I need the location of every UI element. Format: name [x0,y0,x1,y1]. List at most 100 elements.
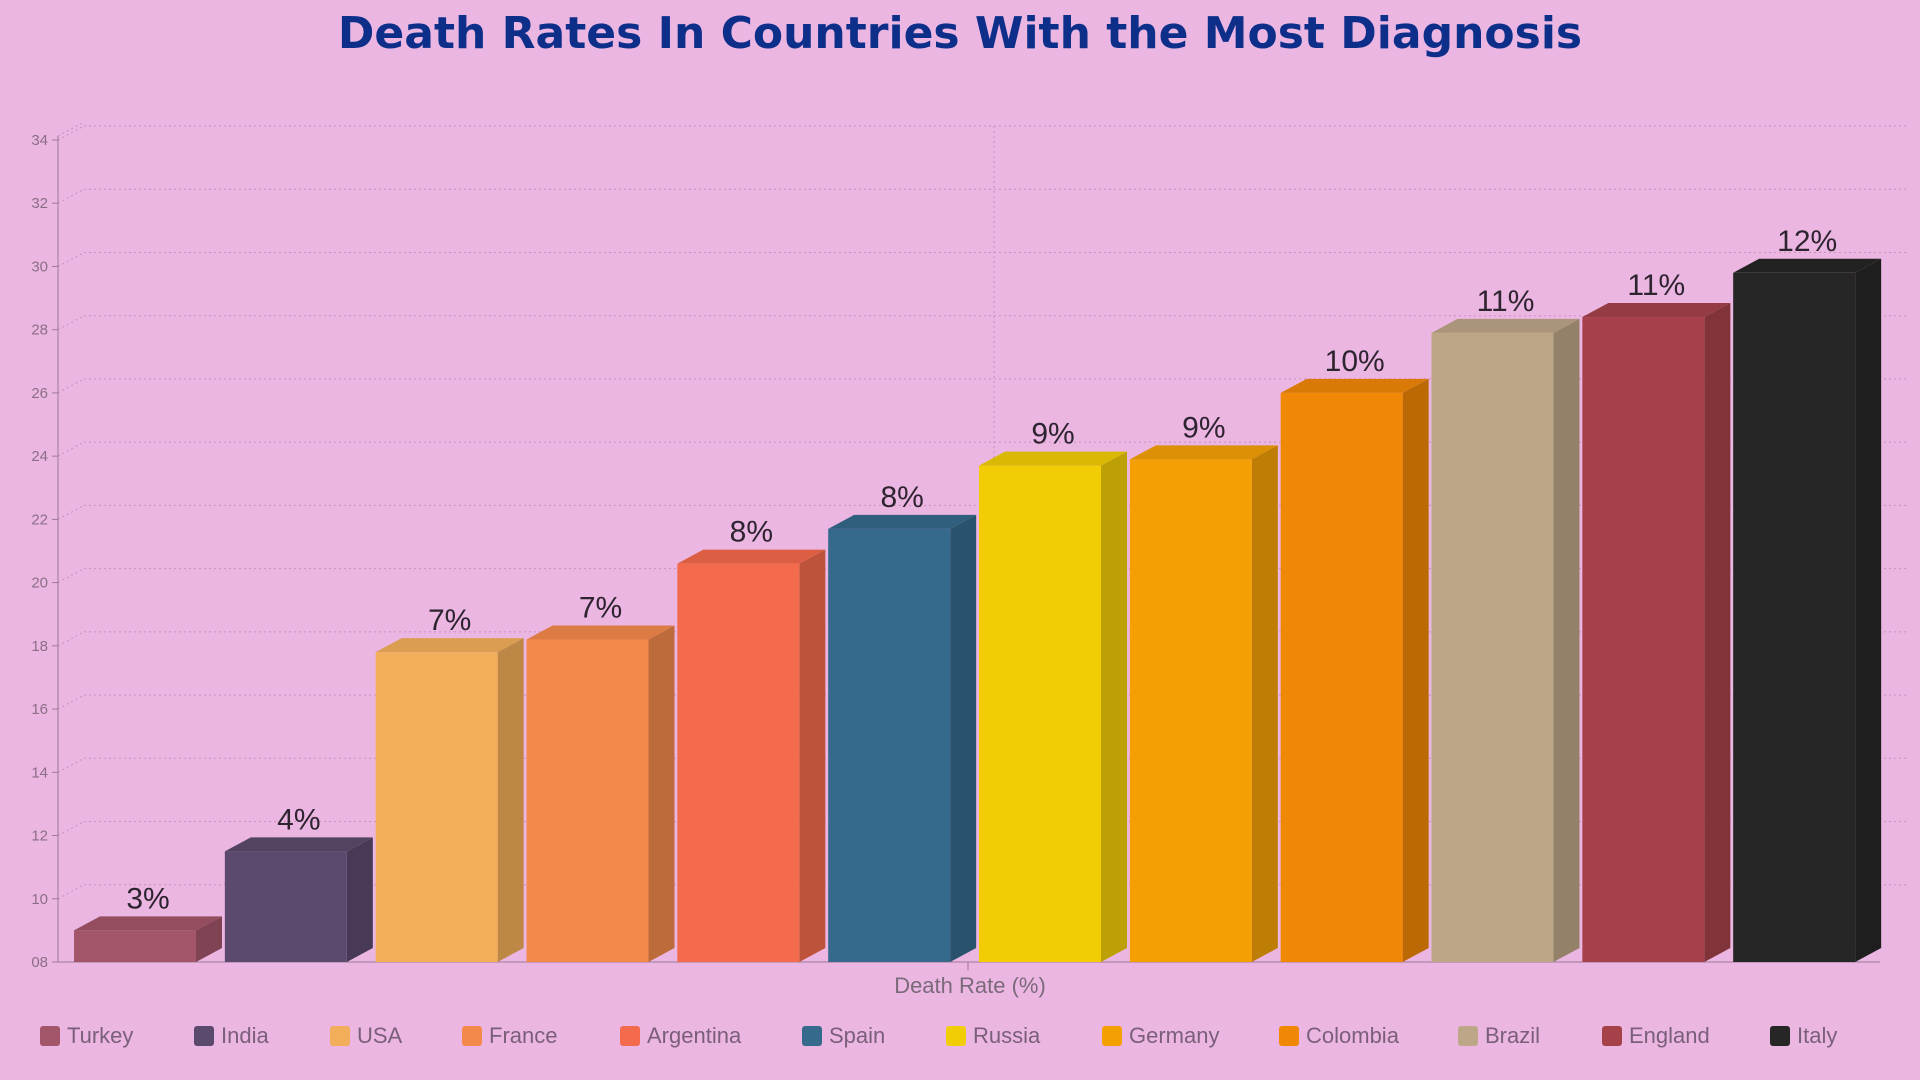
data-label-spain: 8% [880,481,923,514]
data-label-russia: 9% [1031,418,1074,451]
grid-line-depth [57,441,85,457]
legend-swatch [1102,1026,1122,1046]
legend-label: Brazil [1485,1023,1541,1048]
legend-item-germany[interactable]: Germany [1102,1018,1219,1054]
y-tick-label: 12 [31,828,48,845]
grid-line-depth [57,631,85,647]
grid-line-depth [57,821,85,836]
y-tick-label: 16 [31,701,48,718]
grid-line-depth [57,315,85,331]
legend-swatch [194,1026,214,1046]
bar-england-front [1582,317,1705,962]
bar-england [1582,303,1731,962]
legend-item-india[interactable]: India [194,1018,269,1054]
bar-india-front [224,851,347,962]
grid-line-depth [57,694,85,710]
bar-spain-front [828,528,951,962]
legend-swatch [462,1026,482,1046]
bar-france-side [648,625,675,962]
legend-swatch [802,1026,822,1046]
bar-colombia-top [1280,378,1429,393]
grid-line-depth [57,125,85,141]
bar-brazil-side [1553,318,1580,962]
bar-italy [1733,258,1882,962]
y-tick-label: 32 [31,195,48,212]
bar-usa-front [375,652,498,962]
legend-label: France [489,1023,558,1048]
grid-line-depth [57,568,85,584]
legend-item-italy[interactable]: Italy [1770,1018,1837,1054]
y-tick-label: 14 [31,764,48,781]
bar-germany-top [1129,445,1278,460]
legend-item-usa[interactable]: USA [330,1018,402,1054]
legend-label: Russia [973,1023,1041,1048]
legend-label: Italy [1797,1023,1838,1048]
legend-item-england[interactable]: England [1602,1018,1710,1054]
bar-argentina-front [677,563,800,962]
bar-england-side [1704,303,1731,962]
legend-item-spain[interactable]: Spain [802,1018,885,1054]
bar-russia-side [1101,451,1127,962]
legend-item-brazil[interactable]: Brazil [1458,1018,1540,1054]
legend-item-turkey[interactable]: Turkey [40,1018,133,1054]
x-axis-title: Death Rate (%) [894,973,1046,998]
bar-brazil-top [1431,318,1580,333]
legend: Turkey India USA France Argentina Spain Russia… [0,1018,1920,1054]
bar-brazil [1431,318,1580,962]
bar-chart: 08 10 12 14 16 18 20 22 24 26 28 30 32 34 3% 4% 7% 7% 8% 8… [31,121,1906,998]
legend-label: Colombia [1306,1023,1399,1048]
bar-turkey-front [74,930,196,962]
legend-label: Spain [829,1023,886,1048]
legend-item-russia[interactable]: Russia [946,1018,1040,1054]
axis-depth-line [57,121,85,137]
axes: 08 10 12 14 16 18 20 22 24 26 28 30 32 34 [31,121,1880,971]
data-labels: 3% 4% 7% 7% 8% 8% 9% 9% 10% 11% 11% 12% [126,225,1837,916]
grid-line-depth [57,504,85,520]
y-tick-label: 08 [31,954,48,971]
data-label-argentina: 8% [730,516,773,549]
legend-swatch [330,1026,350,1046]
bar-spain [828,514,977,962]
bar-russia-top [979,451,1127,466]
bar-argentina [677,549,826,962]
legend-swatch [1279,1026,1299,1046]
bar-colombia-side [1402,378,1429,962]
grid-line-depth [57,884,85,900]
grid-line-depth [57,188,85,204]
bar-france-top [526,625,675,640]
bar-argentina-top [677,549,826,564]
legend-label: England [1629,1023,1710,1048]
y-tick-label: 18 [31,638,48,655]
legend-item-argentina[interactable]: Argentina [620,1018,741,1054]
bars [74,258,1882,962]
data-label-england: 11% [1627,269,1685,302]
y-tick-label: 30 [31,258,48,275]
legend-item-france[interactable]: France [462,1018,557,1054]
chart-title: Death Rates In Countries With the Most D… [337,8,1583,59]
bar-germany-side [1251,445,1278,962]
bar-germany [1129,445,1278,962]
legend-swatch [1602,1026,1622,1046]
legend-label: Argentina [647,1023,742,1048]
bar-usa-top [375,638,524,653]
legend-swatch [946,1026,966,1046]
data-label-usa: 7% [428,604,471,637]
bar-france-front [526,639,649,962]
grid-line-depth [57,378,85,394]
data-label-colombia: 10% [1325,345,1385,378]
bar-argentina-side [799,549,826,962]
bar-england-top [1582,303,1731,318]
bar-india-top [224,837,373,852]
legend-label: USA [357,1023,403,1048]
bar-india [224,837,373,962]
bar-italy-top [1733,258,1882,273]
bar-usa-side [497,638,524,962]
bar-usa [375,638,524,962]
data-label-france: 7% [579,592,622,625]
bar-italy-side [1855,258,1882,962]
legend-item-colombia[interactable]: Colombia [1279,1018,1399,1054]
legend-label: India [221,1023,269,1048]
bar-france [526,625,675,962]
bar-turkey-top [74,916,222,931]
bar-india-side [346,837,373,962]
